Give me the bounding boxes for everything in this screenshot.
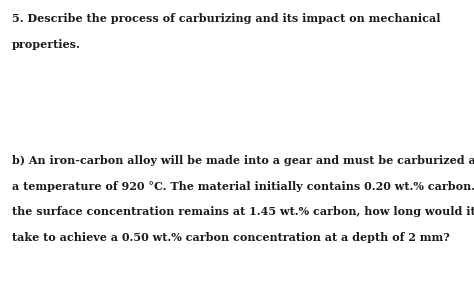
Text: properties.: properties. xyxy=(12,39,81,50)
Text: the surface concentration remains at 1.45 wt.% carbon, how long would it: the surface concentration remains at 1.4… xyxy=(12,206,474,217)
Text: a temperature of 920 °C. The material initially contains 0.20 wt.% carbon. If: a temperature of 920 °C. The material in… xyxy=(12,181,474,192)
Text: b) An iron-carbon alloy will be made into a gear and must be carburized at: b) An iron-carbon alloy will be made int… xyxy=(12,155,474,167)
Text: 5. Describe the process of carburizing and its impact on mechanical: 5. Describe the process of carburizing a… xyxy=(12,13,440,25)
Text: take to achieve a 0.50 wt.% carbon concentration at a depth of 2 mm?: take to achieve a 0.50 wt.% carbon conce… xyxy=(12,232,450,243)
